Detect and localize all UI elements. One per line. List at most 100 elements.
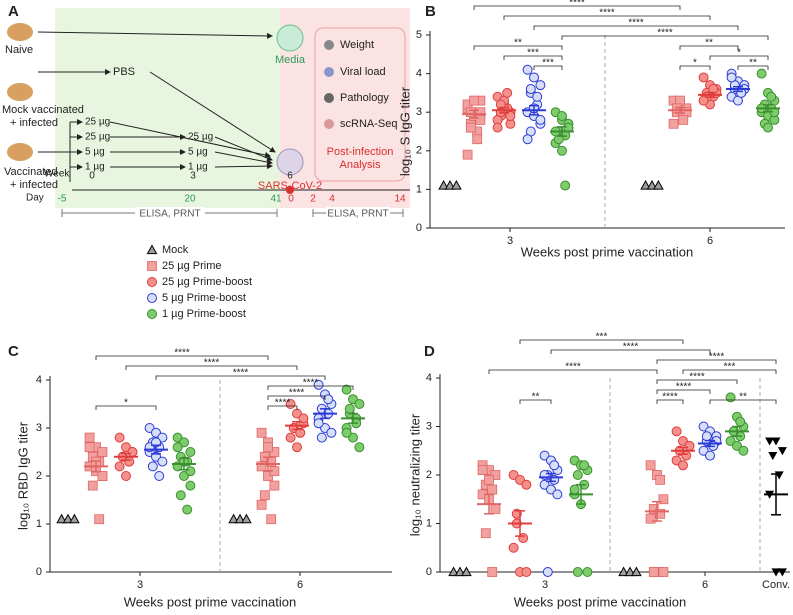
prime-marker — [269, 480, 280, 491]
virus-label: SARS-CoV-2 — [258, 180, 322, 192]
dot-marker — [175, 490, 186, 501]
dose-label: 25 µg — [188, 132, 213, 143]
significance-label: **** — [565, 362, 581, 373]
dot-marker — [285, 432, 296, 443]
conv-marker — [765, 437, 775, 446]
dot-marker — [569, 484, 580, 495]
prime-marker — [668, 118, 679, 129]
dot-marker — [766, 91, 777, 102]
dot-marker — [698, 72, 709, 83]
dot-marker — [726, 72, 737, 83]
x-tick-label: 3 — [507, 235, 513, 247]
mock-marker — [62, 513, 74, 524]
y-axis-label: log₁₀ S IgG titer — [397, 86, 412, 176]
panel-label: C — [8, 343, 19, 360]
significance-label: **** — [174, 348, 190, 359]
dot-marker — [147, 461, 158, 472]
significance-bracket — [95, 405, 157, 410]
prime-marker — [256, 499, 267, 510]
vaccination-phase — [55, 8, 280, 208]
significance-label: **** — [599, 8, 615, 19]
dot-marker — [572, 567, 583, 577]
x-axis-label: Weeks post prime vaccination — [124, 594, 296, 609]
significance-label: **** — [303, 378, 319, 389]
dot-marker — [678, 460, 688, 471]
day-tick: 41 — [270, 194, 282, 205]
significance-label: *** — [596, 332, 608, 343]
legend: Mock 25 µg Prime 25 µg Prime-boost 5 µg … — [146, 244, 252, 320]
legend-label: 5 µg Prime-boost — [162, 292, 246, 304]
dot-marker — [492, 122, 503, 133]
media-label: Media — [275, 54, 306, 66]
significance-bracket — [519, 339, 684, 344]
x-tick-label: Conv. — [762, 579, 790, 591]
mock-marker — [640, 180, 651, 190]
mock-marker — [234, 513, 246, 524]
significance-bracket — [656, 379, 738, 384]
dot-marker — [557, 145, 567, 156]
assay-label: ELISA, PRNT — [327, 209, 388, 220]
mock-marker — [646, 180, 658, 190]
analysis-item: Viral load — [340, 66, 386, 78]
significance-bracket — [533, 65, 563, 70]
week-tick: 6 — [287, 171, 293, 182]
x-tick-label: 3 — [542, 579, 548, 591]
significance-bracket — [682, 369, 777, 374]
day-tick: 0 — [288, 194, 294, 205]
significance-label: *** — [527, 48, 539, 59]
dot-marker — [114, 432, 125, 443]
x-tick-label: 3 — [137, 579, 143, 591]
analysis-item: scRNA-Seq — [340, 118, 397, 130]
dot-marker — [542, 567, 553, 577]
prime-marker — [655, 474, 666, 485]
prime-marker — [678, 115, 689, 125]
dot-marker — [157, 456, 168, 467]
dot-marker — [522, 64, 533, 75]
day-tick: 20 — [184, 194, 196, 205]
y-tick-label: 0 — [36, 566, 42, 578]
prime-marker — [465, 107, 476, 118]
dot-marker — [552, 489, 563, 500]
prime-marker — [487, 484, 498, 495]
hamster-icon — [7, 23, 33, 41]
significance-bracket — [267, 405, 298, 410]
prime-marker — [487, 567, 498, 577]
dot-marker — [185, 480, 196, 491]
significance-bracket — [473, 45, 563, 50]
significance-label: * — [737, 48, 741, 59]
analysis-icon — [324, 119, 334, 129]
dose-label: 25 µg — [85, 132, 110, 143]
dot-marker — [313, 418, 324, 429]
virus-icon — [276, 148, 304, 176]
dot-marker — [326, 427, 337, 438]
significance-bracket — [267, 395, 326, 400]
chart: D 0 1 2 3 4 3 6 Conv. log₁₀ neutralizing titer Wee… — [407, 332, 790, 609]
week-tick: 0 — [89, 171, 95, 182]
assay-label-bg — [326, 207, 390, 219]
mock-marker — [461, 566, 472, 577]
dot-marker — [121, 471, 131, 481]
prime-marker — [484, 474, 494, 485]
prime-marker — [263, 442, 273, 453]
y-tick-label: 1 — [36, 518, 42, 530]
legend-label: 25 µg Prime — [162, 260, 222, 272]
y-tick-label: 2 — [36, 470, 42, 482]
dot-marker — [508, 542, 519, 553]
chart: C 0 1 2 3 4 3 6 log₁₀ RBD IgG titer Weeks post pr… — [8, 343, 392, 609]
prime-marker — [266, 514, 277, 525]
significance-label: **** — [628, 18, 644, 29]
dose-label: 5 µg — [188, 147, 208, 158]
significance-bracket — [550, 349, 711, 354]
week-tick: 3 — [190, 171, 196, 182]
mock-marker — [444, 180, 456, 190]
y-tick-label: 3 — [416, 106, 422, 118]
mock-marker — [438, 180, 449, 190]
dot-marker — [725, 392, 736, 403]
dot-marker — [292, 442, 302, 453]
media-icon — [276, 24, 304, 52]
dot-marker — [735, 416, 746, 427]
significance-bracket — [709, 399, 777, 404]
y-tick-label: 1 — [426, 517, 432, 529]
y-tick-label: 1 — [416, 183, 422, 195]
